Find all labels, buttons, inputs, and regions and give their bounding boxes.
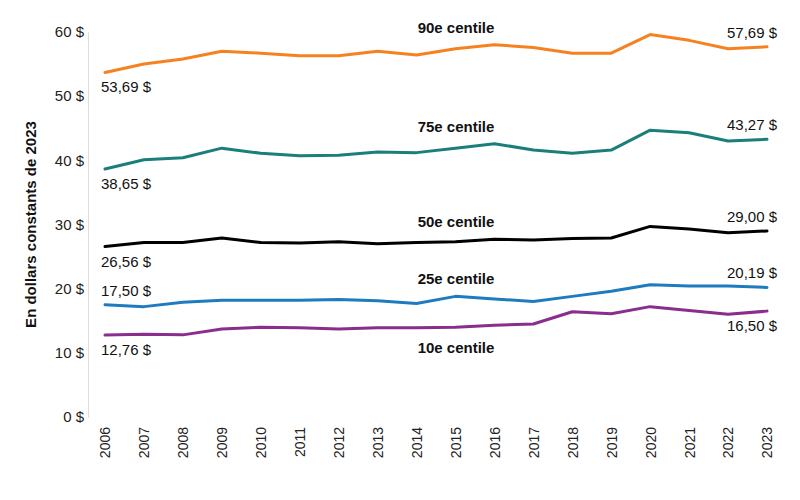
x-tick-label: 2023 <box>759 427 775 458</box>
x-tick-label: 2015 <box>448 427 464 458</box>
x-tick: 2018 <box>565 425 581 458</box>
x-tick: 2022 <box>720 425 736 458</box>
x-tick-label: 2006 <box>97 427 113 458</box>
series-line <box>105 35 767 73</box>
x-tick-label: 2022 <box>720 427 736 458</box>
y-tick-label: 0 $ <box>63 408 85 425</box>
x-tick-label: 2018 <box>565 427 581 458</box>
y-tick: 0 $ <box>63 408 88 425</box>
x-tick-label: 2012 <box>331 427 347 458</box>
x-tick: 2013 <box>370 425 386 458</box>
y-tick-label: 30 $ <box>55 216 85 233</box>
value-label: 57,69 $ <box>727 24 778 41</box>
y-axis-title: En dollars constants de 2023 <box>22 121 39 328</box>
value-label: 29,00 $ <box>727 208 778 225</box>
x-axis-line <box>106 425 768 426</box>
x-tick: 2023 <box>759 425 775 458</box>
value-label: 17,50 $ <box>101 282 152 299</box>
value-label: 20,19 $ <box>727 264 778 281</box>
lines <box>105 35 767 336</box>
x-tick: 2011 <box>292 425 308 457</box>
x-tick-label: 2016 <box>487 427 503 458</box>
y-tick: 50 $ <box>55 87 88 104</box>
x-tick-label: 2008 <box>175 427 191 458</box>
x-tick: 2015 <box>448 425 464 458</box>
x-tick-label: 2010 <box>253 427 269 458</box>
x-tick-label: 2021 <box>682 427 698 458</box>
x-tick: 2012 <box>331 425 347 458</box>
labels: 90e centile 53,69 $ 57,69 $ 75e centile 38,6… <box>101 19 778 358</box>
series-label: 90e centile <box>418 19 495 36</box>
x-tick-label: 2013 <box>370 427 386 458</box>
chart: 0 $10 $20 $30 $40 $50 $60 $2006200720082… <box>0 0 800 500</box>
value-label: 26,56 $ <box>101 253 152 270</box>
y-tick-label: 50 $ <box>55 87 85 104</box>
y-axis-line <box>88 33 89 418</box>
series-label: 50e centile <box>418 213 495 230</box>
series-label: 75e centile <box>418 118 495 135</box>
x-tick: 2016 <box>487 425 503 458</box>
x-tick: 2019 <box>604 425 620 458</box>
series-line <box>105 285 767 307</box>
y-tick-label: 20 $ <box>55 280 85 297</box>
series-line <box>105 307 767 335</box>
y-axis: 0 $ 10 $ 20 $ 30 $ 40 $ 50 $ 60 $ <box>55 23 89 425</box>
x-tick-label: 2017 <box>526 427 542 458</box>
value-label: 38,65 $ <box>101 175 152 192</box>
y-tick: 20 $ <box>55 280 88 297</box>
x-tick-label: 2007 <box>136 427 152 458</box>
x-tick: 2020 <box>643 425 659 458</box>
value-label: 16,50 $ <box>727 317 778 334</box>
y-tick-label: 40 $ <box>55 152 85 169</box>
x-tick: 2009 <box>214 425 230 458</box>
x-tick-label: 2019 <box>604 427 620 458</box>
series-line <box>105 130 767 169</box>
y-tick: 30 $ <box>55 216 88 233</box>
y-tick: 10 $ <box>55 344 88 361</box>
y-tick: 60 $ <box>55 23 88 40</box>
y-tick-label: 10 $ <box>55 344 85 361</box>
x-axis: 2006 2007 2008 2009 2010 2011 2012 2013 2014 2015… <box>97 425 775 458</box>
x-tick: 2014 <box>409 425 425 458</box>
x-tick-label: 2020 <box>643 427 659 458</box>
y-tick-label: 60 $ <box>55 23 85 40</box>
series-label: 25e centile <box>418 270 495 287</box>
x-tick: 2010 <box>253 425 269 458</box>
x-tick: 2021 <box>682 425 698 458</box>
x-tick: 2006 <box>97 425 113 458</box>
x-tick: 2017 <box>526 425 542 458</box>
series-label: 10e centile <box>418 339 495 356</box>
x-tick-label: 2011 <box>292 427 308 457</box>
value-label: 43,27 $ <box>727 116 778 133</box>
x-tick: 2008 <box>175 425 191 458</box>
x-tick: 2007 <box>136 425 152 458</box>
value-label: 12,76 $ <box>101 341 152 358</box>
x-tick-label: 2014 <box>409 427 425 458</box>
value-label: 53,69 $ <box>101 78 152 95</box>
y-tick: 40 $ <box>55 152 88 169</box>
x-tick-label: 2009 <box>214 427 230 458</box>
